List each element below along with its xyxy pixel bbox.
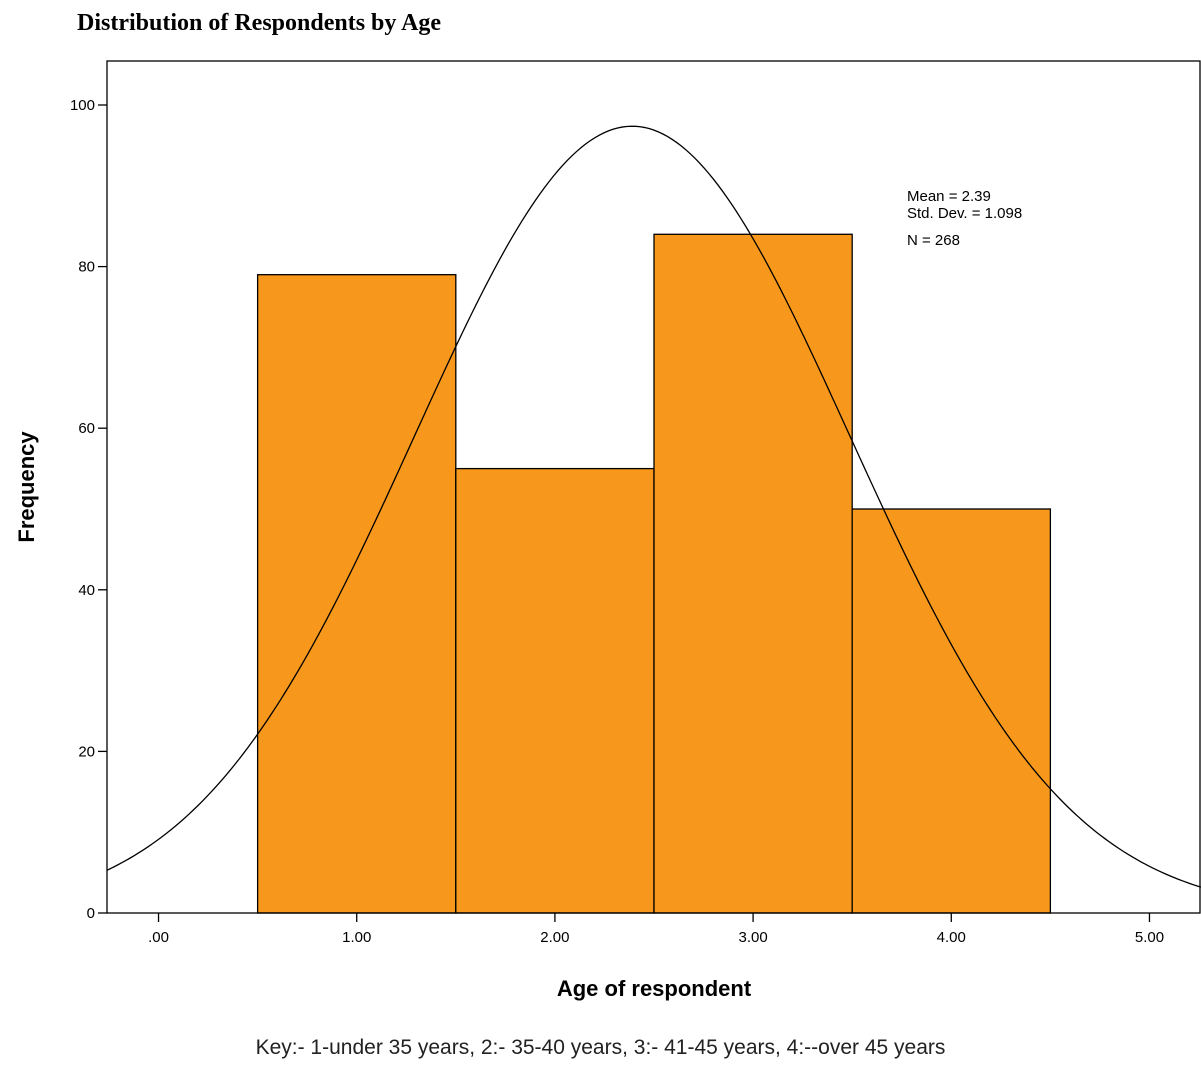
x-axis-label: Age of respondent — [557, 976, 752, 1001]
bar-1 — [256, 274, 457, 914]
y-tick-label: 20 — [78, 743, 95, 760]
bar-2 — [455, 467, 655, 914]
normal-curve — [106, 125, 1201, 888]
age-key: Key:- 1-under 35 years, 2:- 35-40 years,… — [255, 1036, 946, 1059]
y-tick-label: 80 — [78, 259, 95, 276]
bars-group — [256, 233, 1052, 914]
stat-mean: Mean = 2.39 — [907, 188, 991, 205]
y-tick-label: 60 — [78, 420, 95, 437]
x-tick-label: 2.00 — [540, 929, 569, 946]
x-tick-label: 1.00 — [342, 929, 371, 946]
x-tick-label: 5.00 — [1135, 929, 1164, 946]
y-tick-label: 0 — [87, 905, 95, 922]
y-tick-label: 40 — [78, 582, 95, 599]
x-tick-label: 4.00 — [937, 929, 966, 946]
stat-std-dev: Std. Dev. = 1.098 — [907, 205, 1022, 222]
bar-4 — [851, 508, 1052, 914]
chart-title: Distribution of Respondents by Age — [77, 10, 442, 36]
y-axis-ticks: 0 20 40 60 80 100 — [70, 97, 107, 922]
plot-frame — [106, 60, 1201, 914]
x-tick-label: .00 — [148, 929, 169, 946]
bar-3 — [653, 233, 853, 914]
histogram-chart: 0 20 40 60 80 100 .00 1.00 2.00 3.00 4.00 5.00 Fre… — [14, 60, 1201, 1001]
x-axis-ticks: .00 1.00 2.00 3.00 4.00 5.00 — [148, 913, 1164, 946]
x-tick-label: 3.00 — [738, 929, 767, 946]
y-tick-label: 100 — [70, 97, 95, 114]
y-axis-label: Frequency — [14, 431, 39, 543]
stat-n: N = 268 — [907, 232, 960, 249]
